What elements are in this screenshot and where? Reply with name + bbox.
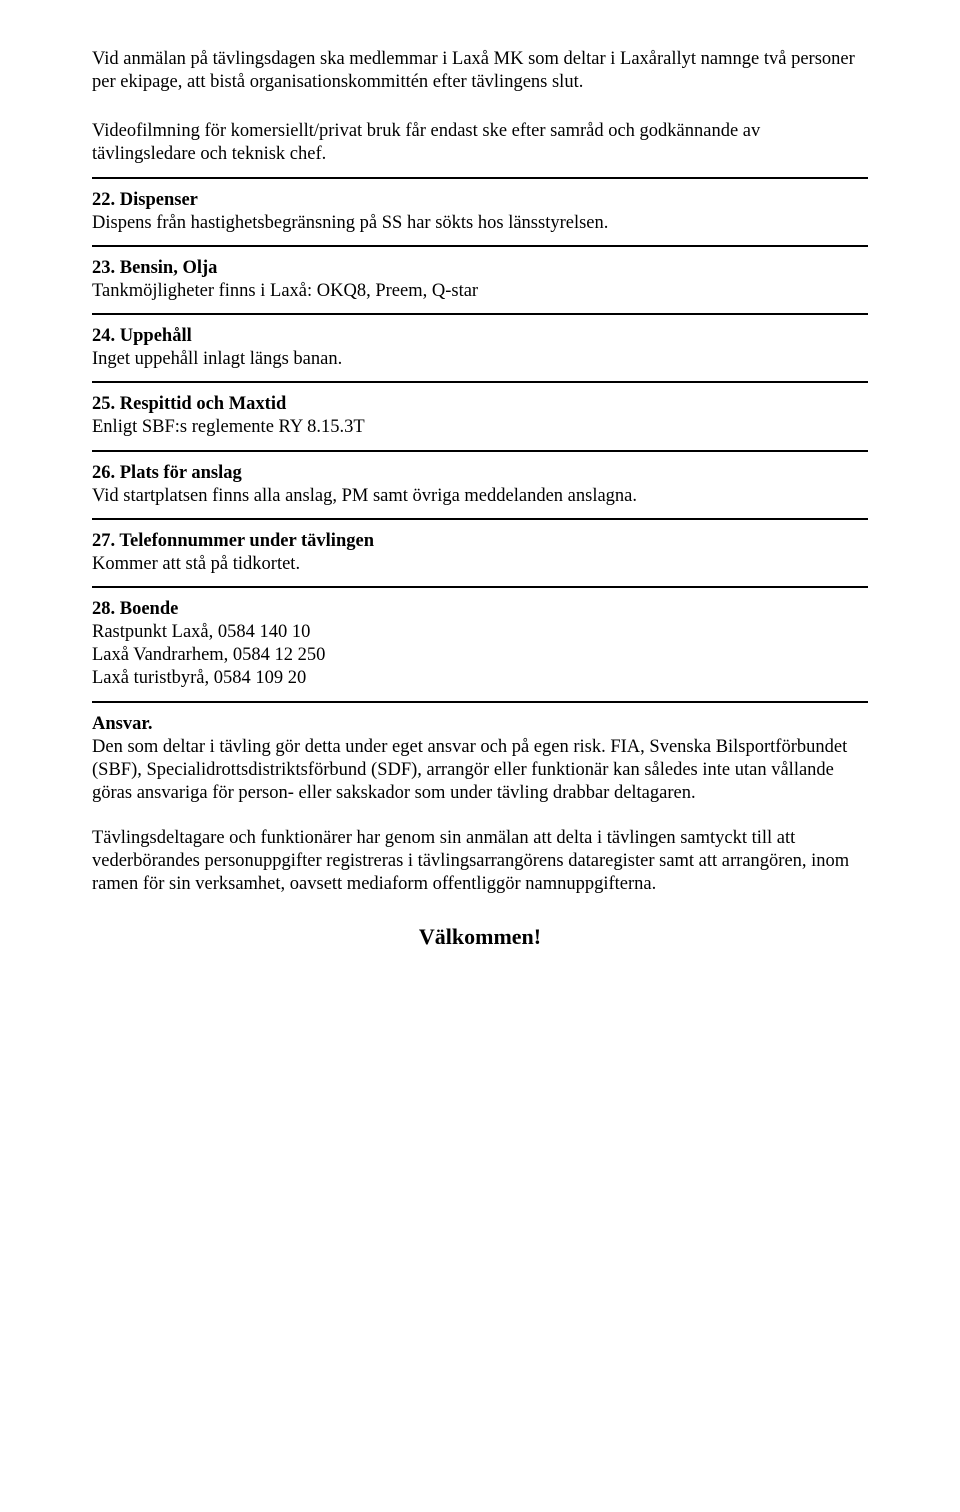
section-27: 27. Telefonnummer under tävlingen Kommer… [92, 530, 868, 576]
section-ansvar-p2: Tävlingsdeltagare och funktionärer har g… [92, 827, 868, 896]
section-22-title: 22. Dispenser [92, 189, 868, 212]
section-23-title: 23. Bensin, Olja [92, 257, 868, 280]
section-25: 25. Respittid och Maxtid Enligt SBF:s re… [92, 393, 868, 439]
divider [92, 245, 868, 247]
section-26: 26. Plats för anslag Vid startplatsen fi… [92, 462, 868, 508]
section-28: 28. Boende Rastpunkt Laxå, 0584 140 10 L… [92, 598, 868, 691]
section-28-title: 28. Boende [92, 598, 868, 621]
section-22-body: Dispens från hastighetsbegränsning på SS… [92, 212, 868, 235]
section-27-body: Kommer att stå på tidkortet. [92, 553, 868, 576]
section-28-line-2: Laxå Vandrarhem, 0584 12 250 [92, 644, 868, 667]
section-26-title: 26. Plats för anslag [92, 462, 868, 485]
section-23-body: Tankmöjligheter finns i Laxå: OKQ8, Pree… [92, 280, 868, 303]
section-26-body: Vid startplatsen finns alla anslag, PM s… [92, 485, 868, 508]
divider [92, 381, 868, 383]
section-27-title: 27. Telefonnummer under tävlingen [92, 530, 868, 553]
divider [92, 701, 868, 703]
section-25-title: 25. Respittid och Maxtid [92, 393, 868, 416]
divider [92, 518, 868, 520]
section-28-line-1: Rastpunkt Laxå, 0584 140 10 [92, 621, 868, 644]
section-24-body: Inget uppehåll inlagt längs banan. [92, 348, 868, 371]
section-ansvar-title: Ansvar. [92, 713, 868, 736]
divider [92, 177, 868, 179]
section-23: 23. Bensin, Olja Tankmöjligheter finns i… [92, 257, 868, 303]
intro-paragraph-1: Vid anmälan på tävlingsdagen ska medlemm… [92, 48, 868, 94]
section-22: 22. Dispenser Dispens från hastighetsbeg… [92, 189, 868, 235]
section-ansvar-p1: Den som deltar i tävling gör detta under… [92, 736, 868, 805]
divider [92, 450, 868, 452]
divider [92, 313, 868, 315]
section-24-title: 24. Uppehåll [92, 325, 868, 348]
section-ansvar: Ansvar. Den som deltar i tävling gör det… [92, 713, 868, 897]
section-24: 24. Uppehåll Inget uppehåll inlagt längs… [92, 325, 868, 371]
section-25-body: Enligt SBF:s reglemente RY 8.15.3T [92, 416, 868, 439]
divider [92, 586, 868, 588]
section-28-line-3: Laxå turistbyrå, 0584 109 20 [92, 667, 868, 690]
intro-paragraph-2: Videofilmning för komersiellt/privat bru… [92, 120, 868, 166]
welcome-heading: Välkommen! [92, 924, 868, 950]
